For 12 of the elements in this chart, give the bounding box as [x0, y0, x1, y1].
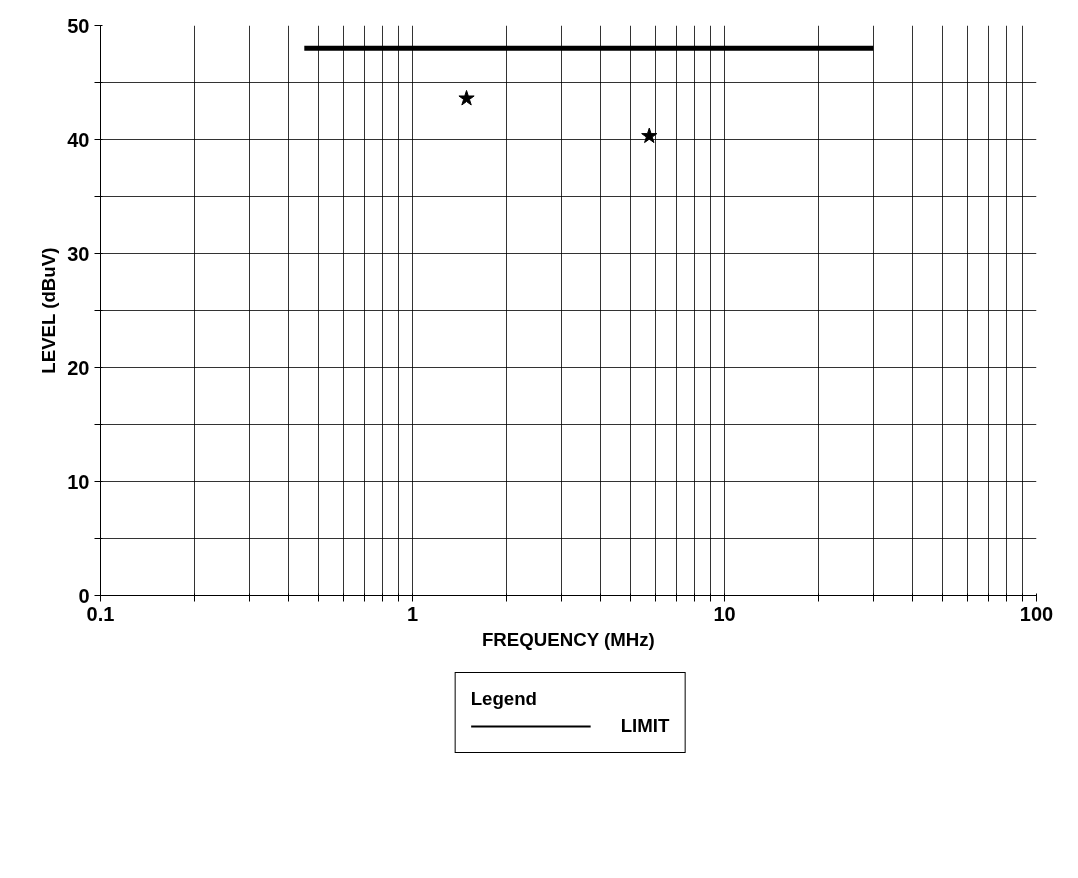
- y-axis-title: LEVEL (dBuV): [38, 247, 60, 374]
- y-tick-label: 10: [67, 470, 90, 493]
- y-tick-label: 20: [67, 356, 90, 379]
- x-tick-label: 1: [406, 602, 419, 625]
- y-tick-label: 50: [67, 14, 90, 37]
- legend-title: Legend: [470, 688, 538, 710]
- text: LIMIT: [620, 715, 670, 737]
- y-tick-label: 30: [67, 242, 90, 265]
- x-tick-label: 10: [713, 602, 736, 625]
- y-tick-label: 40: [67, 128, 90, 151]
- x-tick-label: 100: [1019, 602, 1054, 625]
- x-axis-title: FREQUENCY (MHz): [481, 628, 655, 650]
